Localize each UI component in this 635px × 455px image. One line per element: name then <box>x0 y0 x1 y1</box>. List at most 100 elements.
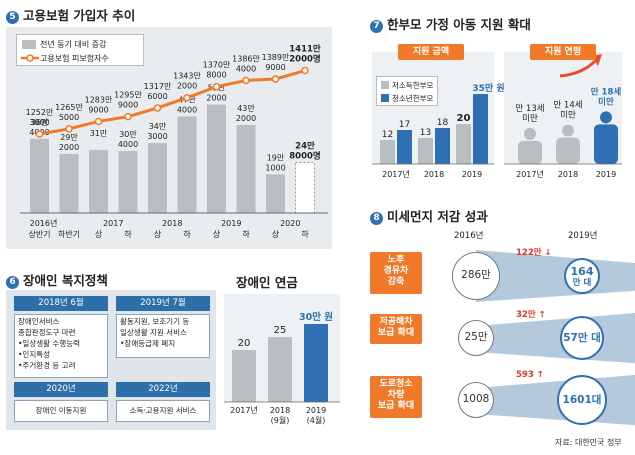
dust-delta-1: 32만 ↑ <box>516 310 546 320</box>
bar-label-1: 2000 <box>59 143 79 152</box>
welfare-col2-item-1: 일상생활 지원 서비스 <box>120 327 187 337</box>
dust-from-circle-2: 1008 <box>458 382 494 418</box>
line-label-4: 6000 <box>147 92 167 101</box>
bar-8 <box>266 174 285 213</box>
legend-label-teen: 청소년한부모 <box>392 94 434 103</box>
amount-label-low-0: 12 <box>382 130 393 140</box>
welfare-col2-item-0: 활동지원, 보조기기 등 <box>120 317 190 326</box>
welfare-col2-body: 활동지원, 보조기기 등 일상생활 지원 서비스 •장애등급제 폐지 <box>116 314 210 358</box>
dust-row-label-0: 노후 경유차 감축 <box>370 252 422 294</box>
x-tick-half-2: 상 <box>95 229 103 239</box>
welfare-col2-item-2: •장애등급제 폐지 <box>120 338 176 348</box>
line-label-2: 1283만 <box>85 95 113 104</box>
legend-label-lowincome: 저소득한부모 <box>392 81 434 90</box>
pension-x-0: 2017년 <box>230 405 258 415</box>
employment-legend: 전년 동기 대비 증감 고용보험 피보험자수 <box>16 34 144 66</box>
welfare-col1-item-4: •주거환경 등 고려 <box>18 360 76 370</box>
dust-to-text-1-0: 57만 대 <box>563 332 601 344</box>
bar-5 <box>177 116 197 213</box>
age-label-2: 만 18세 <box>591 86 622 97</box>
age-x-1: 2018 <box>558 170 578 179</box>
line-label-8: 9000 <box>265 63 285 72</box>
amount-x-0: 2017년 <box>382 169 410 179</box>
bar-label-8: 1000 <box>265 163 285 172</box>
dust-row-label-1-line-0: 저공해차 <box>379 317 413 327</box>
x-tick-year-3: 2019 <box>221 219 241 228</box>
dust-to-circle-2: 1601대 <box>557 375 607 425</box>
bar-label-5: 4000 <box>177 105 197 114</box>
bar-label-4: 34만 <box>149 122 167 131</box>
legend-swatch-teen <box>381 94 389 102</box>
age-label-1: 미만 <box>560 111 576 121</box>
bar-9 <box>295 161 315 214</box>
line-label-1: 1265만 <box>55 103 83 112</box>
legend-swatch-bar <box>22 40 36 49</box>
amount-x-2: 2019 <box>462 170 482 179</box>
dust-from-circle-0: 286만 <box>452 252 500 300</box>
dust-row-label-2: 도로청소 차량 보급 확대 <box>370 376 422 418</box>
amount-bar-low-2 <box>456 124 471 164</box>
dust-row-label-2-line-1: 차량 <box>387 389 405 400</box>
welfare-col1-item-1: 종합판정도구 마련 <box>18 327 76 337</box>
amount-bar-low-0 <box>380 140 395 164</box>
line-point-1 <box>65 125 73 133</box>
welfare-col3-header: 2020년 <box>14 382 108 397</box>
amount-label-teen-0: 17 <box>399 120 410 130</box>
pension-label-0: 20 <box>238 338 251 349</box>
bar-7 <box>236 125 256 213</box>
disability-pension-chart: 20 2017년 25 2018(9월) 30만 원 2019(4월) <box>224 294 340 425</box>
bar-4 <box>148 143 167 213</box>
employment-chart: 36만400029만200031만30만400034만300047만400053… <box>20 44 328 239</box>
legend-label-bar: 전년 동기 대비 증감 <box>40 40 107 49</box>
line-label-0: 1252만 <box>26 108 54 117</box>
tag-support-amount: 지원 금액 <box>398 44 464 60</box>
line-point-6 <box>212 82 221 91</box>
dust-row-label-2-line-2: 보급 확대 <box>377 400 415 411</box>
line-point-9 <box>301 66 309 75</box>
x-tick-half-9: 하 <box>301 229 309 239</box>
line-label-1: 5000 <box>59 113 79 122</box>
amount-bar-low-1 <box>418 138 433 164</box>
fine-dust-year-to: 2019년 <box>568 231 598 241</box>
dust-row-label-0-line-0: 노후 <box>387 255 405 265</box>
bar-label-6: 2000 <box>206 94 226 103</box>
x-tick-half-8: 상 <box>272 229 280 239</box>
amount-x-1: 2018 <box>424 170 444 179</box>
dust-row-label-1-line-1: 보급 확대 <box>377 327 415 338</box>
line-label-7: 1386만 <box>232 54 260 63</box>
legend-swatch-lowincome <box>381 81 389 89</box>
pension-bar-2 <box>304 324 328 402</box>
line-label-3: 1295만 <box>114 91 142 100</box>
dust-row-label-1: 저공해차 보급 확대 <box>370 314 422 344</box>
legend-swatch-line <box>21 54 39 62</box>
dust-from-circle-1: 25만 <box>458 320 494 356</box>
line-point-2 <box>94 117 103 126</box>
age-label-1: 만 14세 <box>553 101 582 111</box>
age-label-2: 미만 <box>598 96 614 107</box>
amount-label-teen-2: 35만 원 <box>472 82 504 94</box>
age-figure-body-0 <box>518 140 542 164</box>
welfare-col1-header: 2018년 6월 <box>14 296 108 311</box>
dust-row-label-2-line-0: 도로청소 <box>379 379 413 389</box>
section-title-disability-welfare: 6 장애인 복지정책 <box>6 270 108 289</box>
dust-to-circle-0: 164 만 대 <box>564 258 600 294</box>
fine-dust-year-from: 2016년 <box>454 231 484 241</box>
bar-3 <box>118 151 138 213</box>
line-label-9: 2000명 <box>289 54 320 65</box>
amount-label-low-2: 20 <box>457 113 471 124</box>
single-parent-legend: 저소득한부모 청소년한부모 <box>376 76 438 106</box>
bar-label-0: 36만 <box>31 118 49 127</box>
x-tick-half-3: 하 <box>124 229 132 239</box>
age-figure-head-0 <box>524 127 536 140</box>
line-label-7: 4000 <box>236 64 256 73</box>
welfare-col1-body: 장애인서비스 종합판정도구 마련 •일상생활 수행능력 •인지특성 •주거환경 등 고려 <box>14 314 108 378</box>
age-figure-head-1 <box>562 124 574 137</box>
line-point-5 <box>183 93 191 102</box>
bar-label-3: 30만 <box>119 130 137 139</box>
dust-to-text-2-0: 1601대 <box>562 394 602 406</box>
line-label-6: 8000 <box>206 71 226 80</box>
line-label-6: 1370만 <box>203 61 231 70</box>
pension-x-2: 2019 <box>306 406 326 415</box>
line-label-5: 1343만 <box>173 72 201 81</box>
